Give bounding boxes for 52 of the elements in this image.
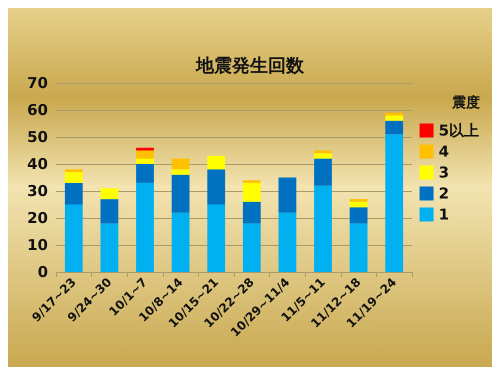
legend-label: 1 (438, 206, 449, 224)
bar (136, 158, 154, 164)
bar (314, 186, 332, 272)
bar (100, 223, 118, 272)
y-tick-label: 20 (27, 209, 48, 227)
bar (242, 223, 261, 272)
bar (136, 164, 154, 183)
bar (314, 150, 332, 154)
bar (385, 112, 404, 116)
bar (207, 169, 226, 204)
bar (350, 207, 368, 224)
bar (207, 156, 226, 170)
chart-title: 地震発生回数 (195, 56, 305, 76)
bar (136, 148, 154, 150)
bar (242, 180, 261, 183)
bar (314, 158, 332, 186)
bar (242, 182, 261, 202)
bar (242, 202, 261, 224)
legend-label: 3 (438, 164, 449, 182)
y-tick-label: 70 (27, 74, 48, 92)
bar (314, 153, 332, 159)
bar (172, 174, 190, 213)
bar (385, 134, 404, 272)
bar (64, 169, 83, 172)
bar (100, 188, 118, 200)
bar (172, 158, 190, 170)
y-tick-label: 40 (27, 155, 48, 173)
bar (350, 202, 368, 208)
bar (136, 150, 154, 159)
bar (207, 204, 226, 272)
y-tick-label: 30 (27, 182, 48, 200)
bar (278, 212, 296, 272)
bar (172, 169, 190, 175)
y-tick-label: 50 (27, 128, 48, 146)
bar (385, 115, 404, 121)
legend-label: 4 (438, 142, 449, 160)
bar (64, 182, 83, 204)
bar (64, 204, 83, 272)
legend-label: 2 (438, 184, 449, 202)
legend-title: 震度 (451, 94, 480, 111)
bar (100, 199, 118, 224)
y-tick-label: 60 (27, 101, 48, 119)
bar (385, 120, 404, 134)
bar (172, 212, 190, 272)
bar (350, 199, 368, 202)
legend-label: 5以上 (438, 122, 479, 140)
y-tick-label: 0 (38, 263, 48, 281)
bar (64, 172, 83, 183)
bar (136, 182, 154, 272)
bar (350, 223, 368, 272)
y-tick-label: 10 (27, 236, 48, 254)
bar (278, 178, 296, 213)
